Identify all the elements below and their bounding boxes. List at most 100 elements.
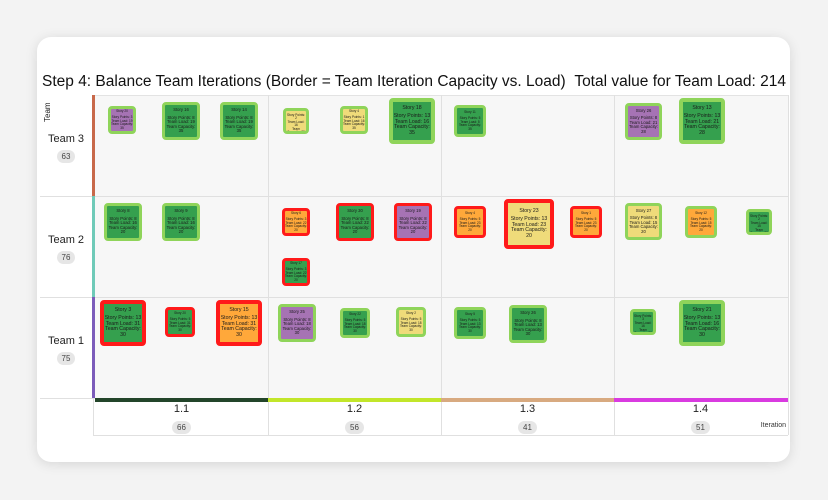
story-team-load: Team Load: 18 (400, 320, 422, 325)
story-team-capacity: Team Capacity: 30 (169, 324, 191, 332)
story-team-load: Team Load: 18 (344, 321, 366, 326)
story-team-load: Team Load: 16 (343, 118, 365, 123)
story-points: Story Points: 5 (575, 217, 597, 222)
story-team-capacity: Team Capacity: 35 (287, 126, 305, 134)
team-total-badge: 76 (56, 251, 76, 264)
story-card[interactable]: Story 30 Story Points: 8 Team Load: 22 T… (336, 203, 374, 241)
story-points: Story Points: 13 (104, 315, 142, 322)
story-team-capacity: Team Capacity: 28 (684, 124, 720, 136)
story-team-capacity: Team Capacity: 20 (285, 224, 307, 232)
story-team-capacity: Team Capacity: 30 (459, 325, 481, 333)
story-card[interactable]: Story 13 Story Points: 13 Team Load: 21 … (679, 98, 725, 144)
story-card[interactable]: Story 26 Story Points: 8 Team Load: 21 T… (625, 103, 662, 140)
story-points: Story Points: 1 (343, 115, 365, 120)
story-card[interactable]: Story 27 Story Points: 8 Team Load: 15 T… (625, 203, 662, 240)
story-points: Story Points: 8 (225, 114, 253, 120)
story-points: Story Points: 13 (393, 113, 431, 120)
story-team-capacity: Team Capacity: 20 (340, 224, 370, 235)
story-card[interactable]: Story 15 Story Points: 13 Team Load: 31 … (216, 300, 262, 346)
story-name: Story 30 (347, 208, 363, 214)
team-label: Team 2 76 (40, 234, 92, 264)
story-team-capacity: Team Capacity: 35 (343, 122, 365, 130)
story-name: Story 7 (291, 111, 301, 112)
story-points: Story Points: 5 (344, 318, 366, 323)
story-card[interactable]: Story 20 Story Points: 3 Team Load: 19 T… (108, 106, 136, 134)
story-card[interactable]: Story 22 Story Points: 5 Team Load: 18 T… (340, 308, 370, 338)
story-card[interactable]: Story 6 Story Points: 3 Team Load: 22 Te… (282, 208, 310, 236)
story-card[interactable]: Story 8 Story Points: 8 Team Load: 16 Te… (104, 203, 142, 241)
story-points: Story Points: 8 (283, 316, 311, 322)
story-team-capacity: Team Capacity: 20 (511, 227, 547, 239)
story-card[interactable]: Story 5 Story Points: 5 Team Load: 13 Te… (454, 307, 486, 339)
story-team-load: Team Load: 15 (750, 220, 768, 229)
story-card[interactable]: Story 14 Story Points: 8 Team Load: 19 T… (220, 102, 258, 140)
story-name: Story 15 (229, 306, 249, 313)
story-team-capacity: Team Capacity: 35 (394, 124, 430, 136)
story-points: Story Points: 2 (286, 113, 306, 121)
story-card[interactable]: Story 2 Story Points: 5 Team Load: 18 Te… (396, 307, 426, 337)
story-card[interactable]: Story 25 Story Points: 8 Team Load: 18 T… (278, 304, 316, 342)
story-name: Story 20 (174, 311, 186, 316)
story-card[interactable]: Story 7 Story Points: 2 Team Load: 16 Te… (283, 108, 309, 134)
story-card[interactable]: Story 1 Story Points: 5 Team Load: 23 Te… (570, 206, 602, 238)
story-points: Story Points: 3 (633, 314, 653, 322)
iteration-color-bar (614, 398, 788, 402)
story-card[interactable]: Story 11 Story Points: 5 Team Load: 5 Te… (454, 105, 486, 137)
story-name: Story 26 (520, 310, 536, 316)
story-card[interactable]: Story 4 Story Points: 1 Team Load: 16 Te… (340, 106, 368, 134)
story-points: Story Points: 8 (399, 215, 427, 221)
iteration-total-badge: 56 (345, 421, 364, 434)
story-points: Story Points: 5 (459, 318, 481, 323)
story-team-capacity: Team Capacity: 30 (344, 325, 366, 333)
story-team-load: Team Load: 22 (341, 220, 369, 226)
story-card[interactable]: Story 4 Story Points: 5 Team Load: 23 Te… (454, 206, 486, 238)
story-name: Story 13 (692, 104, 712, 111)
story-card[interactable]: Story 9 Story Points: 8 Team Load: 16 Te… (162, 203, 200, 241)
story-card[interactable]: Story 23 Story Points: 13 Team Load: 23 … (504, 199, 554, 249)
column-divider (93, 398, 94, 435)
story-team-capacity: Team Capacity: 28 (629, 124, 658, 134)
story-card[interactable]: Story 26 Story Points: 8 Team Load: 13 T… (509, 305, 547, 343)
story-card[interactable]: Story 20 Story Points: 5 Team Load: 31 T… (165, 307, 195, 337)
team-total-badge: 75 (56, 352, 76, 365)
story-points: Story Points: 8 (629, 215, 658, 221)
story-card[interactable]: Story 18 Story Points: 13 Team Load: 16 … (389, 98, 435, 144)
story-team-load: Team Load: 13 (514, 322, 542, 328)
story-points: Story Points: 13 (683, 315, 721, 322)
story-team-load: Team Load: 16 (167, 220, 195, 226)
story-team-load: Team Load: 16 (684, 320, 720, 327)
story-team-capacity: Team Capacity: 30 (282, 325, 312, 336)
story-team-load: Team Load: 16 (109, 220, 137, 226)
story-name: Story 26 (635, 107, 652, 113)
story-card[interactable]: Story 12 Story Points: 5 Team Load: 15 T… (685, 206, 717, 238)
story-name: Story 16 (173, 107, 189, 113)
story-card[interactable]: Story 17 Story Points: 3 Team Load: 22 T… (282, 258, 310, 286)
story-team-load: Team Load: 23 (511, 221, 547, 228)
story-team-load: Team Load: 16 (287, 119, 305, 128)
team-name: Team 1 (47, 335, 85, 347)
story-team-load: Team Load: 19 (225, 119, 253, 125)
story-card[interactable]: Story 21 Story Points: 13 Team Load: 16 … (679, 300, 725, 346)
story-card[interactable]: Story 3 Story Points: 13 Team Load: 31 T… (100, 300, 146, 346)
iteration-total-badge: 66 (172, 421, 191, 434)
story-team-capacity: Team Capacity: 20 (459, 224, 481, 232)
story-points: Story Points: 5 (459, 217, 481, 222)
story-name: Story 20 (116, 109, 128, 114)
iteration-color-bar (95, 398, 268, 402)
story-team-capacity: Team Capacity: 30 (400, 324, 422, 332)
story-team-load: Team Load: 16 (634, 320, 652, 329)
story-team-load: Team Load: 22 (285, 220, 307, 225)
story-card[interactable]: Story 16 Story Points: 8 Team Load: 19 T… (162, 102, 200, 140)
iteration-total-badge: 41 (518, 421, 537, 434)
story-team-capacity: Team Capacity: 30 (513, 326, 543, 337)
team-name: Team 3 (47, 133, 85, 145)
story-name: Story 5 (464, 312, 476, 317)
story-card[interactable]: Story 19 Story Points: 8 Team Load: 22 T… (394, 203, 432, 241)
story-team-load: Team Load: 31 (169, 320, 191, 325)
story-team-load: Team Load: 22 (399, 220, 427, 226)
story-team-capacity: Team Capacity: 35 (166, 123, 196, 134)
story-card[interactable]: Story 11 Story Points: 2 Team Load: 15 T… (746, 209, 772, 235)
iteration-label: 1.4 51 (614, 403, 787, 434)
story-points: Story Points: 8 (167, 215, 195, 221)
story-card[interactable]: Story 4 Story Points: 3 Team Load: 16 Te… (630, 309, 656, 335)
